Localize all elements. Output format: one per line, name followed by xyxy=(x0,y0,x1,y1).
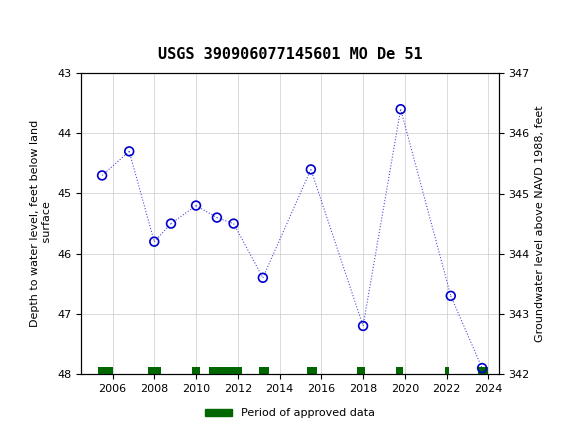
Point xyxy=(396,106,405,113)
Point xyxy=(97,172,107,179)
Text: USGS 390906077145601 MO De 51: USGS 390906077145601 MO De 51 xyxy=(158,47,422,62)
Point xyxy=(166,220,176,227)
Point xyxy=(150,238,159,245)
Point xyxy=(477,365,487,372)
Bar xyxy=(357,366,365,375)
Bar xyxy=(259,366,269,375)
Y-axis label: Groundwater level above NAVD 1988, feet: Groundwater level above NAVD 1988, feet xyxy=(535,105,545,342)
Point xyxy=(306,166,316,173)
Bar xyxy=(444,366,449,375)
Text: ❖USGS: ❖USGS xyxy=(12,16,70,35)
Point xyxy=(258,274,267,281)
Bar xyxy=(148,366,161,375)
Point xyxy=(212,214,222,221)
Point xyxy=(229,220,238,227)
Legend: Period of approved data: Period of approved data xyxy=(200,404,380,423)
Bar xyxy=(307,366,317,375)
Bar xyxy=(192,366,200,375)
Y-axis label: Depth to water level, feet below land
 surface: Depth to water level, feet below land su… xyxy=(30,120,52,327)
Point xyxy=(446,292,455,299)
Point xyxy=(358,322,368,329)
Bar xyxy=(209,366,242,375)
Bar xyxy=(397,366,403,375)
Bar xyxy=(98,366,113,375)
Point xyxy=(125,148,134,155)
Point xyxy=(191,202,201,209)
Bar xyxy=(478,366,488,375)
